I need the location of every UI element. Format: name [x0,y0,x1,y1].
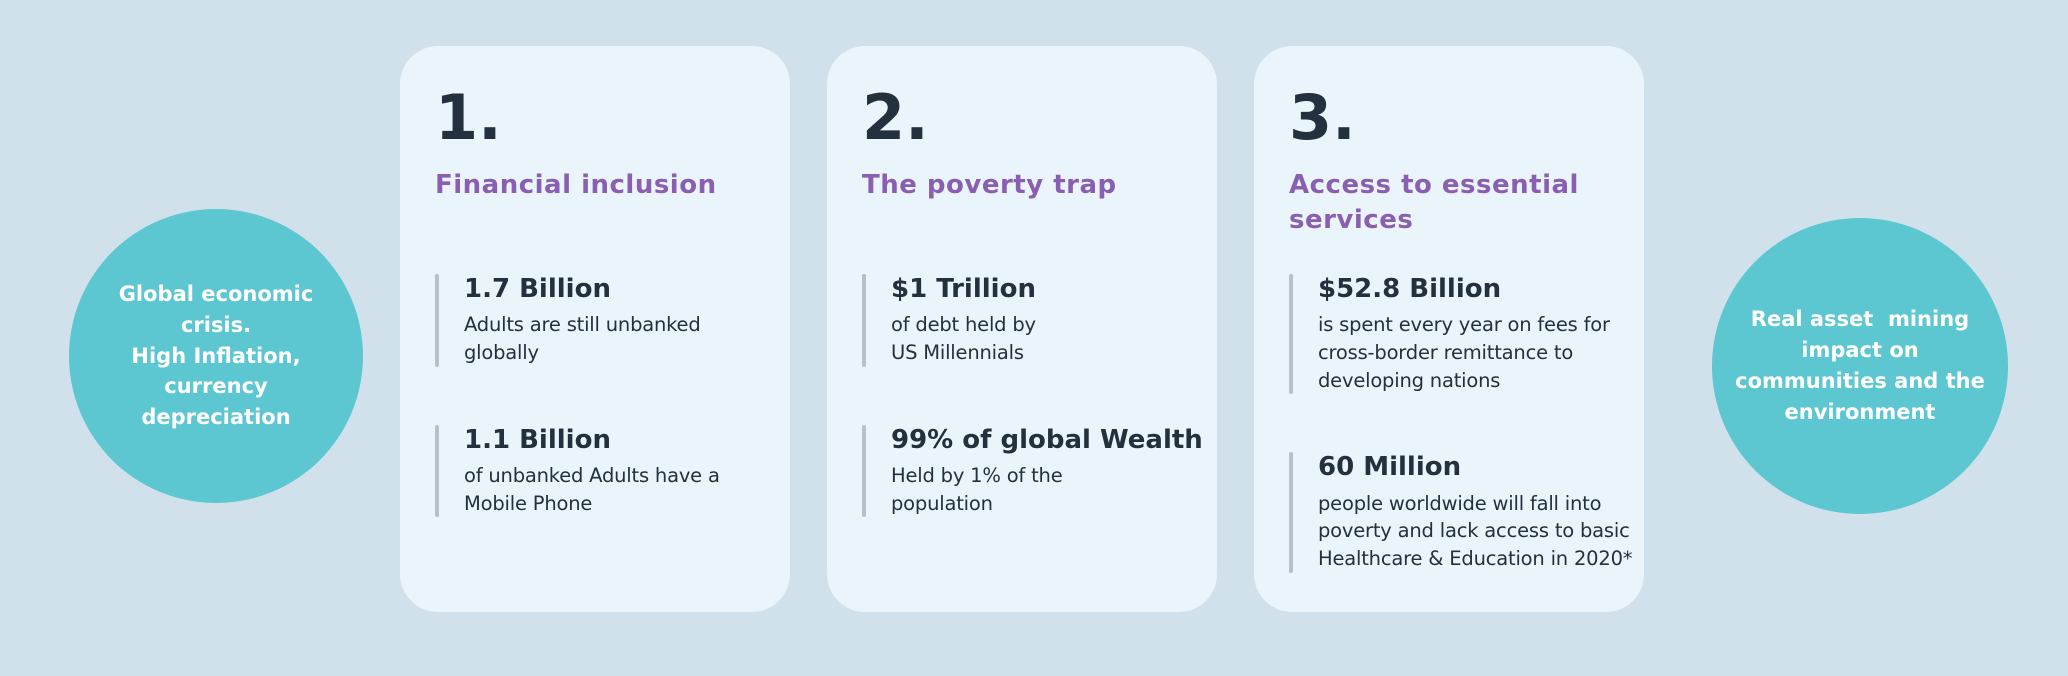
card-number: 1. [435,81,502,154]
right-context-circle: Real asset mining impact on communities … [1712,218,2008,514]
card-poverty-trap: 2. The poverty trap $1 Trillion of debt … [827,46,1217,612]
card-access-essential-services: 3. Access to essential services $52.8 Bi… [1254,46,1644,612]
stat-value: 99% of global Wealth [891,424,1203,455]
card-financial-inclusion: 1. Financial inclusion 1.7 Billion Adult… [400,46,790,612]
card-number: 3. [1289,81,1356,154]
stat-value: $1 Trillion [891,274,1036,305]
card-heading: The poverty trap [862,170,1117,201]
stat-item: $1 Trillion of debt held by US Millennia… [862,274,1203,367]
stat-accent-bar [435,274,439,367]
left-circle-text: Global economic crisis. High Inflation, … [118,281,314,430]
card-number: 2. [862,81,929,154]
stat-content: $52.8 Billion is spent every year on fee… [1318,274,1610,394]
stat-accent-bar [1289,274,1293,395]
stat-description: of unbanked Adults have a Mobile Phone [464,463,720,515]
stat-content: 1.7 Billion Adults are still unbanked gl… [464,274,701,367]
stat-description: of debt held by US Millennials [891,313,1036,365]
stat-item: 60 Million people worldwide will fall in… [1289,452,1633,573]
stat-value: 1.7 Billion [464,274,611,305]
stat-accent-bar [862,424,866,518]
stat-item: 99% of global Wealth Held by 1% of the p… [862,424,1203,518]
stat-item: 1.1 Billion of unbanked Adults have a Mo… [435,424,776,518]
stat-content: 1.1 Billion of unbanked Adults have a Mo… [464,425,720,518]
card-heading: Financial inclusion [435,170,717,201]
stat-description: Held by 1% of the population [891,463,1063,515]
card-heading: Access to essential services [1289,170,1579,236]
stat-content: 60 Million people worldwide will fall in… [1318,452,1633,572]
cards-row: 1. Financial inclusion 1.7 Billion Adult… [400,46,1644,612]
stat-description: Adults are still unbanked globally [464,313,701,365]
stat-accent-bar [862,274,866,367]
stats-list: 1.7 Billion Adults are still unbanked gl… [435,274,776,518]
stat-content: $1 Trillion of debt held by US Millennia… [891,274,1036,367]
stat-description: people worldwide will fall into poverty … [1318,491,1633,570]
stat-value: 1.1 Billion [464,424,611,455]
stat-value: 60 Million [1318,452,1462,483]
stat-item: 1.7 Billion Adults are still unbanked gl… [435,274,776,367]
right-circle-text: Real asset mining impact on communities … [1735,307,1985,424]
left-context-circle: Global economic crisis. High Inflation, … [69,209,363,503]
stats-list: $52.8 Billion is spent every year on fee… [1289,274,1633,573]
stats-list: $1 Trillion of debt held by US Millennia… [862,274,1203,518]
stat-value: $52.8 Billion [1318,274,1502,305]
stat-accent-bar [1289,452,1293,573]
stat-accent-bar [435,424,439,518]
stat-description: is spent every year on fees for cross-bo… [1318,313,1610,392]
stat-content: 99% of global Wealth Held by 1% of the p… [891,425,1203,518]
stat-item: $52.8 Billion is spent every year on fee… [1289,274,1630,395]
